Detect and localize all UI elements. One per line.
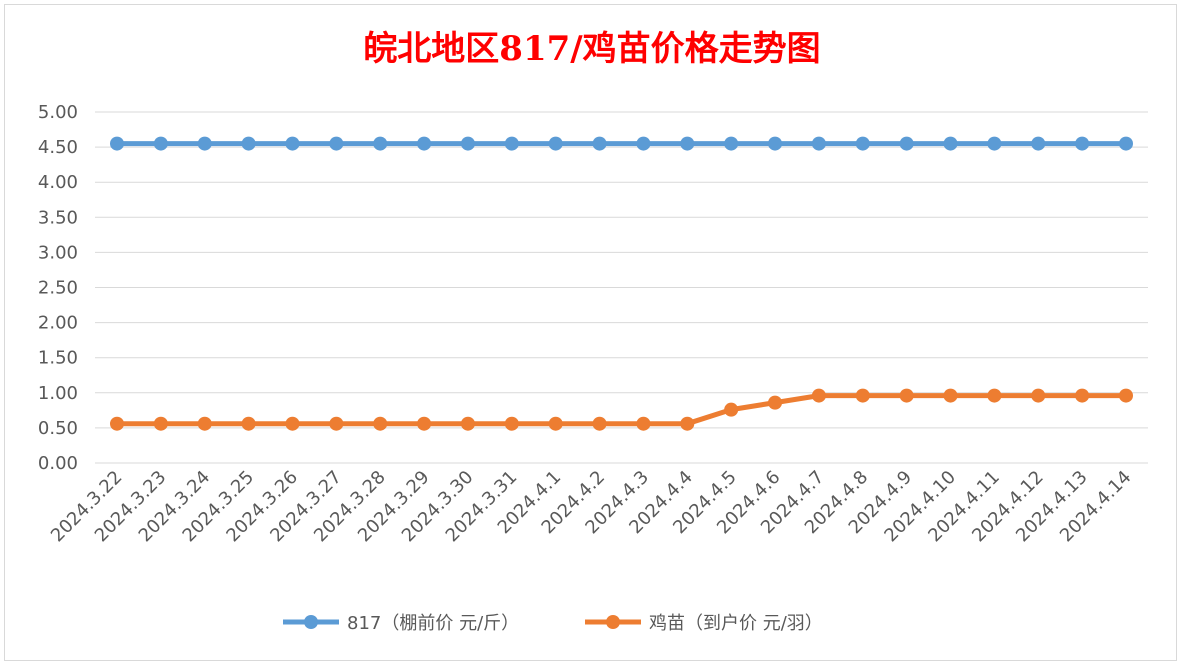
chart-frame [4,4,1177,661]
data-point [329,136,344,151]
data-point [724,402,739,417]
y-tick-label: 2.00 [38,313,78,334]
y-tick-label: 1.00 [38,383,78,404]
data-point [460,416,475,431]
data-point [987,388,1002,403]
data-point [1075,136,1090,151]
y-tick-label: 5.00 [38,102,78,123]
data-point [285,136,300,151]
chart-title: 皖北地区817/鸡苗价格走势图 [363,29,820,69]
x-axis-ticks: 2024.3.222024.3.232024.3.242024.3.252024… [47,467,1136,547]
data-point [855,136,870,151]
y-tick-label: 0.00 [38,453,78,474]
data-point [768,136,783,151]
data-point [1119,388,1133,403]
series-group [110,136,1133,431]
y-tick-label: 4.00 [38,172,78,193]
data-point [899,388,914,403]
legend-label: 鸡苗（到户价 元/羽） [649,613,823,634]
data-point [373,136,388,151]
data-point [811,388,826,403]
y-tick-label: 2.50 [38,278,78,299]
data-point [110,416,124,431]
data-point [197,416,212,431]
y-axis-ticks: 0.00 0.50 1.00 1.50 2.00 2.50 3.00 3.50 4.00 4.50… [38,102,78,474]
data-point [241,136,256,151]
gridlines [95,111,1148,464]
series-0 [110,136,1133,151]
y-tick-label: 3.00 [38,242,78,263]
data-point [592,136,607,151]
data-point [636,416,651,431]
data-point [636,136,651,151]
data-point [241,416,256,431]
data-point [548,136,563,151]
data-point [768,395,783,410]
data-point [504,136,519,151]
data-point [460,136,475,151]
legend-label: 817（棚前价 元/斤） [347,613,519,634]
data-point [1031,136,1046,151]
y-tick-label: 3.50 [38,207,78,228]
data-point [680,136,695,151]
data-point [855,388,870,403]
data-point [153,136,168,151]
data-point [811,136,826,151]
data-point [504,416,519,431]
data-point [1075,388,1090,403]
data-point [548,416,563,431]
data-point [1031,388,1046,403]
data-point [329,416,344,431]
data-point [1119,136,1133,151]
data-point [899,136,914,151]
y-tick-label: 1.50 [38,348,78,369]
data-point [592,416,607,431]
data-point [943,388,958,403]
legend-item: 817（棚前价 元/斤） [283,613,519,634]
data-point [197,136,212,151]
data-point [417,136,432,151]
data-point [373,416,388,431]
series-1 [110,388,1133,431]
data-point [680,416,695,431]
data-point [110,136,124,151]
data-point [417,416,432,431]
y-tick-label: 4.50 [38,137,78,158]
data-point [285,416,300,431]
data-point [987,136,1002,151]
legend: 817（棚前价 元/斤） 鸡苗（到户价 元/羽） [283,613,823,634]
y-tick-label: 0.50 [38,418,78,439]
legend-item: 鸡苗（到户价 元/羽） [585,613,823,634]
legend-marker [304,615,318,629]
series-line [114,393,1129,427]
data-point [943,136,958,151]
data-point [153,416,168,431]
data-point [724,136,739,151]
legend-marker [606,615,620,629]
